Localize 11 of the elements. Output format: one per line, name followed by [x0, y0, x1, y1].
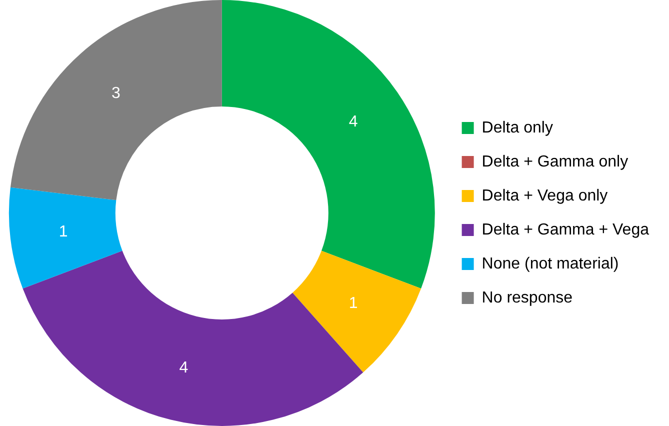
data-label: 1 [348, 295, 358, 312]
legend-label: Delta + Gamma + Vega [482, 221, 650, 238]
data-label: 4 [348, 114, 358, 131]
legend-label: Delta + Gamma only [482, 153, 628, 170]
data-label: 4 [179, 360, 188, 377]
legend-label: No response [482, 289, 573, 306]
data-label: 1 [58, 224, 68, 241]
legend-label: Delta only [482, 119, 553, 136]
legend-label: Delta + Vega only [482, 187, 608, 204]
data-label: 3 [112, 84, 121, 102]
legend-label: None (not material) [482, 255, 619, 272]
